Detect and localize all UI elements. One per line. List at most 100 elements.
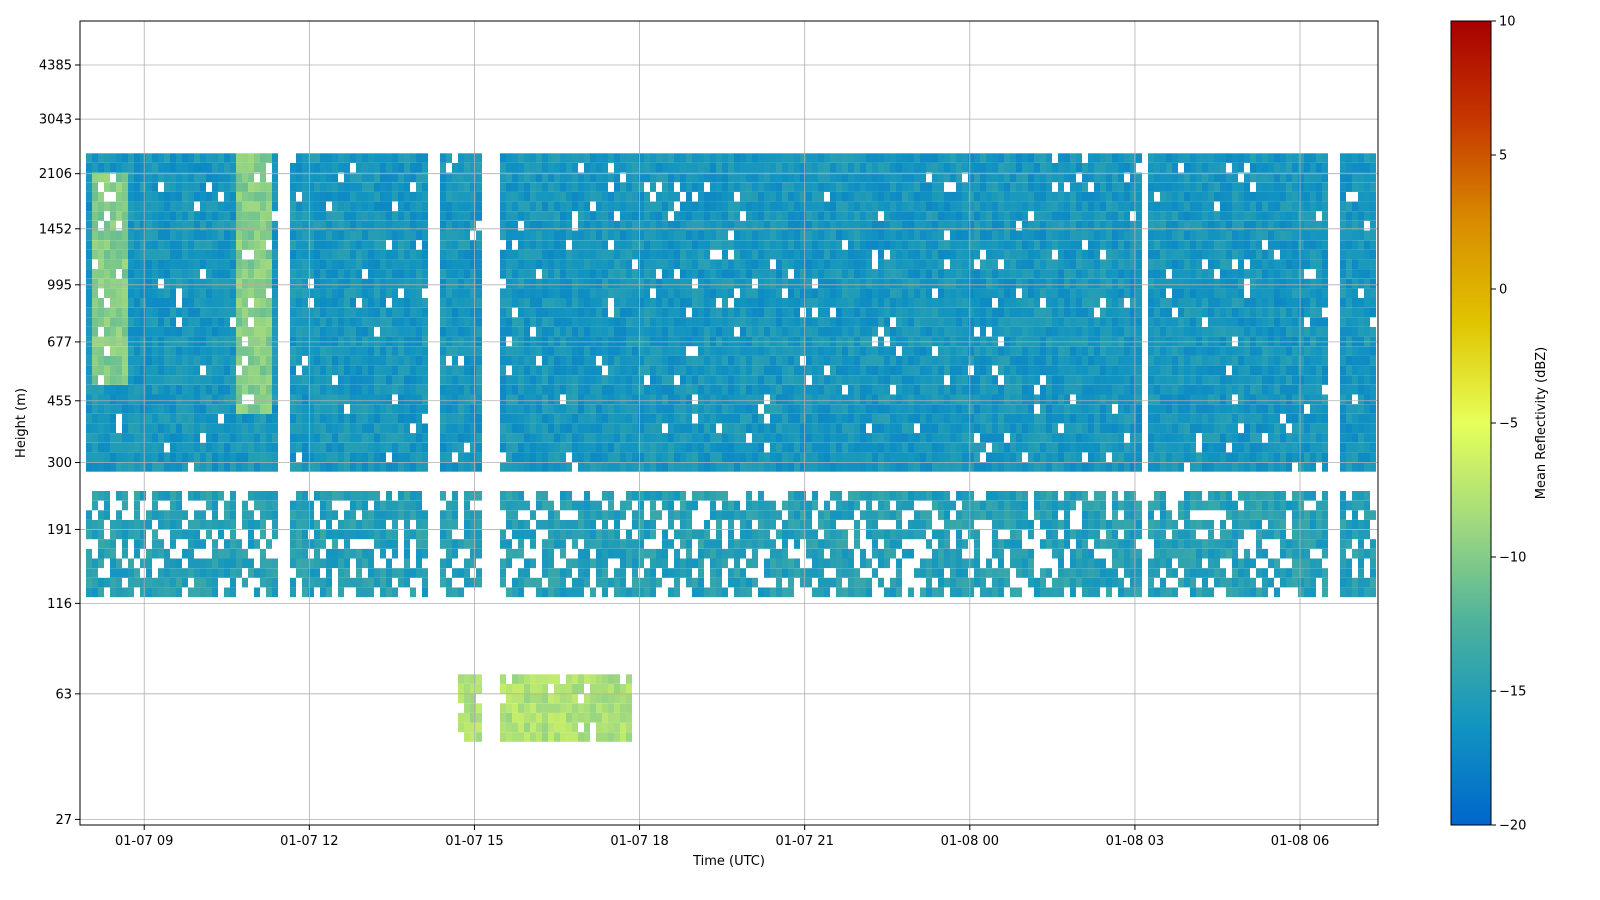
heatmap-cell [272, 394, 278, 405]
heatmap-cell [290, 452, 296, 462]
heatmap-cell [692, 529, 698, 540]
heatmap-cell [272, 529, 278, 540]
heatmap-cell [332, 355, 338, 366]
heatmap-cell [404, 500, 410, 511]
heatmap-cell [476, 211, 482, 221]
heatmap-cell [290, 375, 296, 385]
heatmap-cell [782, 365, 788, 376]
heatmap-cell [404, 539, 410, 549]
heatmap-cell [446, 220, 452, 231]
heatmap-cell [392, 249, 398, 260]
heatmap-cell [470, 172, 476, 183]
heatmap-cell [704, 269, 710, 279]
heatmap-cell [362, 211, 368, 221]
heatmap-cell [662, 568, 668, 578]
heatmap-cell [650, 259, 656, 270]
heatmap-cell [776, 317, 782, 327]
heatmap-cell [566, 413, 572, 424]
heatmap-cell [212, 259, 218, 270]
heatmap-cell [200, 394, 206, 405]
heatmap-cell [572, 336, 578, 347]
heatmap-cell [680, 510, 686, 520]
heatmap-cell [410, 452, 416, 462]
heatmap-cell [296, 336, 302, 347]
heatmap-cell [464, 172, 470, 183]
heatmap-cell [254, 327, 260, 337]
heatmap-cell [668, 259, 674, 270]
heatmap-cell [644, 172, 650, 183]
heatmap-cell [134, 355, 140, 366]
heatmap-cell [158, 346, 164, 356]
heatmap-cell [704, 249, 710, 260]
heatmap-cell [764, 558, 770, 569]
heatmap-cell [86, 529, 92, 540]
heatmap-cell [308, 346, 314, 356]
heatmap-cell [680, 307, 686, 318]
heatmap-cell [110, 211, 116, 221]
heatmap-cell [728, 384, 734, 395]
heatmap-cell [506, 346, 512, 356]
heatmap-cell [260, 500, 266, 511]
heatmap-cell [512, 404, 518, 414]
heatmap-cell [584, 384, 590, 395]
heatmap-cell [98, 510, 104, 520]
heatmap-cell [806, 510, 812, 520]
heatmap-cell [110, 548, 116, 559]
heatmap-cell [614, 191, 620, 202]
heatmap-cell [812, 201, 818, 212]
heatmap-cell [602, 211, 608, 221]
heatmap-cell [392, 278, 398, 289]
heatmap-cell [320, 442, 326, 453]
heatmap-cell [242, 442, 248, 453]
heatmap-cell [392, 327, 398, 337]
heatmap-cell [404, 220, 410, 231]
heatmap-cell [638, 298, 644, 308]
heatmap-cell [140, 153, 146, 163]
heatmap-cell [830, 327, 836, 337]
heatmap-cell [104, 153, 110, 163]
heatmap-cell [674, 327, 680, 337]
heatmap-cell [302, 220, 308, 231]
heatmap-cell [158, 163, 164, 173]
heatmap-cell [320, 307, 326, 318]
heatmap-cell [392, 182, 398, 192]
heatmap-cell [398, 462, 404, 472]
heatmap-cell [332, 220, 338, 231]
heatmap-cell [86, 558, 92, 569]
heatmap-cell [374, 278, 380, 289]
heatmap-cell [812, 568, 818, 578]
heatmap-cell [206, 191, 212, 202]
heatmap-cell [554, 703, 560, 713]
heatmap-cell [620, 153, 626, 163]
heatmap-cell [668, 462, 674, 472]
heatmap-cell [464, 336, 470, 347]
heatmap-cell [746, 462, 752, 472]
heatmap-cell [656, 375, 662, 385]
heatmap-cell [272, 201, 278, 212]
heatmap-cell [128, 278, 134, 289]
heatmap-cell [392, 548, 398, 559]
heatmap-cell [188, 404, 194, 414]
heatmap-cell [212, 153, 218, 163]
heatmap-cell [338, 413, 344, 424]
heatmap-cell [356, 153, 362, 163]
heatmap-cell [548, 182, 554, 192]
heatmap-cell [734, 587, 740, 598]
heatmap-cell [500, 249, 506, 260]
heatmap-cell [338, 558, 344, 569]
heatmap-cell [638, 230, 644, 241]
heatmap-cell [572, 201, 578, 212]
heatmap-cell [812, 558, 818, 569]
heatmap-cell [158, 172, 164, 183]
heatmap-cell [116, 577, 122, 588]
heatmap-cell [656, 327, 662, 337]
heatmap-cell [530, 230, 536, 241]
heatmap-cell [536, 336, 542, 347]
heatmap-cell [218, 327, 224, 337]
heatmap-cell [506, 259, 512, 270]
heatmap-cell [644, 307, 650, 318]
heatmap-cell [518, 462, 524, 472]
heatmap-cell [128, 230, 134, 241]
heatmap-cell [152, 452, 158, 462]
heatmap-cell [788, 500, 794, 511]
